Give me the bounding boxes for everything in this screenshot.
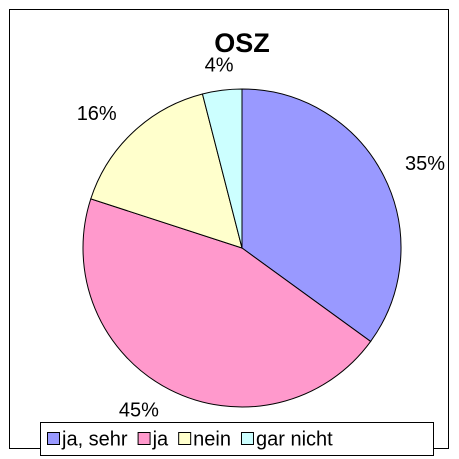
legend-label: ja, sehr [61,428,128,450]
data-label: 35% [405,153,445,175]
data-label: 4% [205,55,234,77]
data-label: 45% [119,399,159,421]
legend-label: gar nicht [256,428,333,450]
pie-slice [241,88,402,343]
pie-slice [90,93,243,249]
data-label: 16% [77,103,117,125]
pie [82,88,402,408]
legend-swatch [137,432,151,445]
legend [40,422,434,456]
legend-swatch [240,432,254,445]
legend-swatch [47,432,60,445]
legend-label: ja [152,428,169,450]
pie-slice [201,88,243,249]
legend-label: nein [193,428,231,450]
pie-slice [82,198,372,408]
legend-swatch [178,432,192,445]
legend-items: ja, sehr ja nein gar nicht [47,428,333,450]
chart-title: OSZ [214,28,270,58]
